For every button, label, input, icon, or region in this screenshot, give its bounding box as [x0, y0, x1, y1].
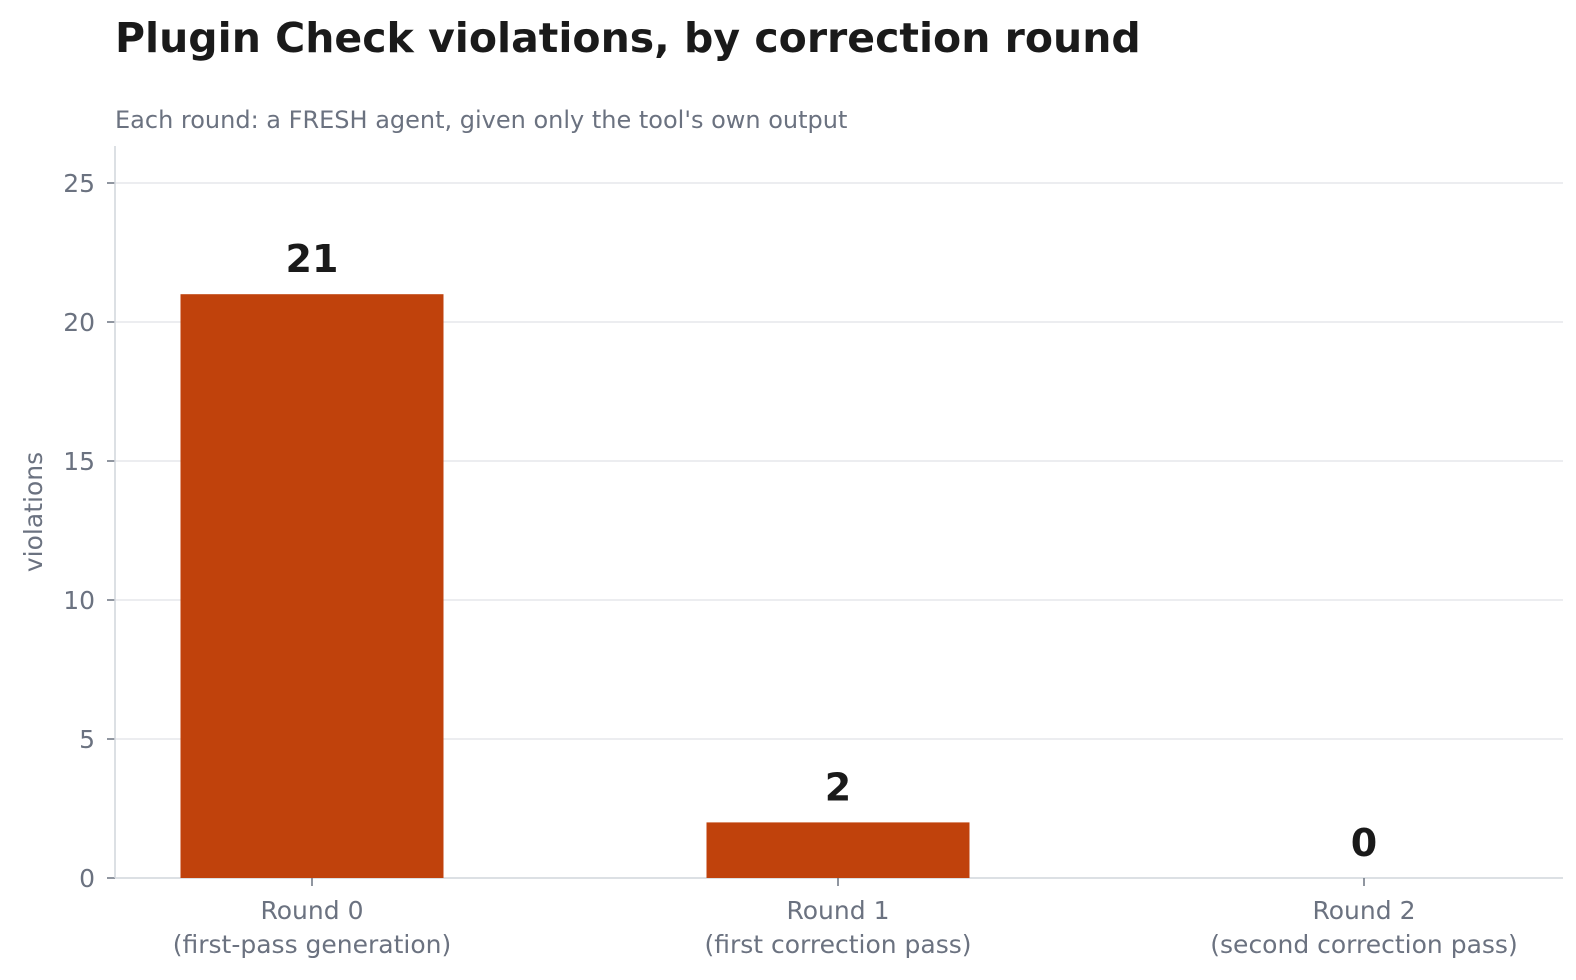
data-label: 21 — [286, 237, 339, 281]
y-tick-label: 10 — [63, 586, 95, 615]
data-labels: 21 2 0 — [286, 237, 1378, 865]
y-tick-label: 25 — [63, 169, 95, 198]
y-axis-label: violations — [19, 452, 48, 572]
data-label: 0 — [1351, 821, 1377, 865]
bar — [180, 294, 444, 878]
y-tick-label: 20 — [63, 308, 95, 337]
y-tick-label: 0 — [79, 864, 95, 893]
x-tick-label: (first-pass generation) — [173, 930, 452, 959]
bars — [180, 294, 970, 878]
bar — [706, 822, 970, 878]
x-tick-label: Round 0 — [261, 896, 364, 925]
chart-title: Plugin Check violations, by correction r… — [115, 14, 1141, 62]
x-tick-label: (first correction pass) — [704, 930, 971, 959]
data-label: 2 — [825, 765, 851, 809]
x-tick-label: Round 1 — [787, 896, 890, 925]
chart-subtitle: Each round: a FRESH agent, given only th… — [115, 106, 847, 134]
y-tick-label: 5 — [79, 725, 95, 754]
x-tick-label: (second correction pass) — [1210, 930, 1517, 959]
y-tick-label: 15 — [63, 447, 95, 476]
x-tick-label: Round 2 — [1313, 896, 1416, 925]
